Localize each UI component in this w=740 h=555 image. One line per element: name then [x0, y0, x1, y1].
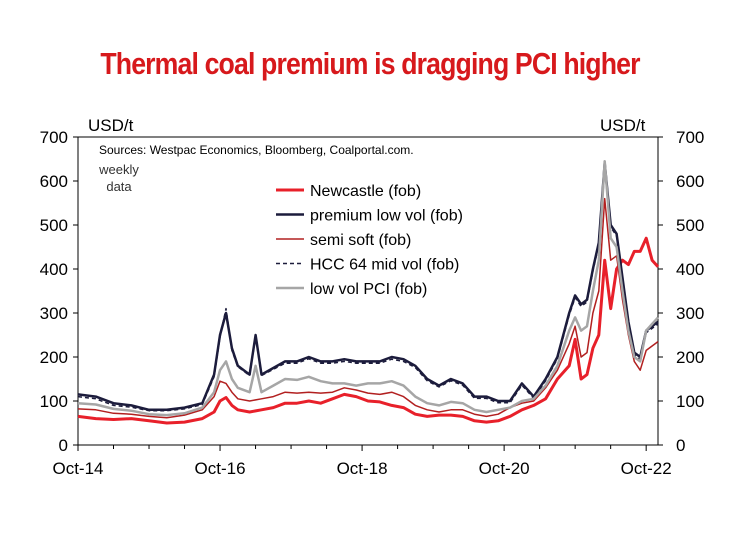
y-tick-label-right-0: 0 [676, 436, 685, 455]
y-tick-label-right-7: 700 [676, 128, 704, 147]
x-tick-label-3: Oct-20 [479, 459, 530, 478]
plot-border [77, 136, 659, 446]
frequency-note-line1: weekly [98, 162, 139, 177]
y-tick-label-left-0: 0 [59, 436, 68, 455]
legend-label-3: semi soft (fob) [310, 232, 411, 249]
y-tick-label-right-5: 500 [676, 216, 704, 235]
y-tick-label-left-5: 500 [40, 216, 68, 235]
chart-title: Thermal coal premium is dragging PCI hig… [100, 46, 640, 81]
x-tick-label-2: Oct-18 [337, 459, 388, 478]
x-tick-label-0: Oct-14 [52, 459, 103, 478]
legend-label-4: HCC 64 mid vol (fob) [310, 257, 459, 274]
y-axis-unit-left: USD/t [88, 116, 134, 135]
series-layer [77, 159, 660, 425]
y-tick-label-right-4: 400 [676, 260, 704, 279]
y-tick-label-right-6: 600 [676, 172, 704, 191]
y-tick-label-right-2: 200 [676, 348, 704, 367]
series-line-1 [77, 236, 660, 425]
y-tick-label-left-1: 100 [40, 392, 68, 411]
series-line-3 [77, 197, 659, 419]
y-tick-label-left-2: 200 [40, 348, 68, 367]
legend-label-5: low vol PCI (fob) [310, 281, 427, 298]
y-tick-label-left-6: 600 [40, 172, 68, 191]
chart-frame [77, 136, 659, 446]
series-line-5 [77, 159, 659, 417]
y-tick-label-left-3: 300 [40, 304, 68, 323]
y-tick-label-left-4: 400 [40, 260, 68, 279]
y-tick-label-right-3: 300 [676, 304, 704, 323]
y-tick-label-right-1: 100 [676, 392, 704, 411]
y-tick-label-left-7: 700 [40, 128, 68, 147]
legend-label-1: Newcastle (fob) [310, 183, 421, 200]
frequency-note-line2: data [106, 179, 132, 194]
axes: 0 0 100 100 200 200 300 300 400 400 500 500 600 600 70… [40, 128, 705, 478]
source-note: Sources: Westpac Economics, Bloomberg, C… [99, 143, 414, 157]
x-tick-label-4: Oct-22 [621, 459, 672, 478]
y-axis-unit-right: USD/t [600, 116, 646, 135]
x-tick-label-1: Oct-16 [195, 459, 246, 478]
legend: Newcastle (fob) premium low vol (fob) semi… [276, 183, 463, 298]
legend-label-2: premium low vol (fob) [310, 208, 463, 225]
